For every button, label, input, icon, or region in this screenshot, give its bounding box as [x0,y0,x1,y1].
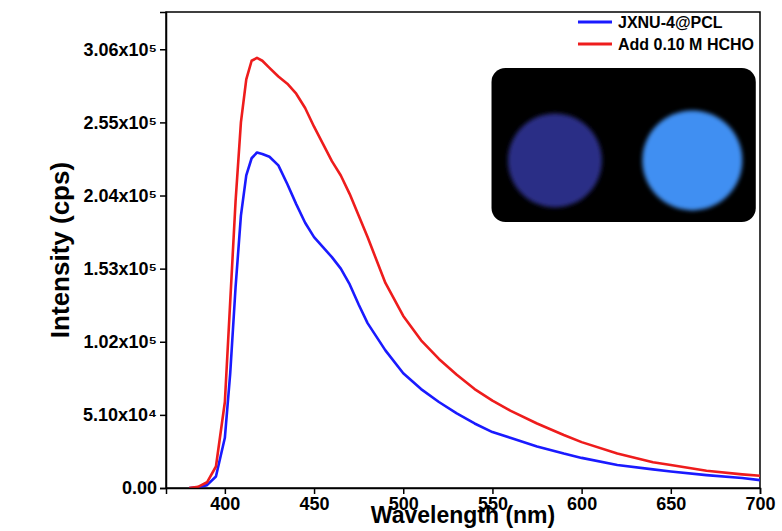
legend-label: JXNU-4@PCL [618,14,723,31]
x-tick: 700 [745,488,775,514]
chart: 4004505005506006507000.005.10x10⁴1.02x10… [0,0,782,531]
y-axis: 0.00 5.10x10⁴ 1.02x10⁵ 1.53x10⁵ 2.04x10⁵ 2.55… [83,13,166,499]
y-tick-label: 0.00 [122,478,157,498]
y-tick-label: 1.02x10⁵ [83,332,157,352]
y-tick-mark [160,195,166,197]
inset-spot [642,110,742,210]
y-tick-mark [160,488,166,490]
y-axis-line [160,13,167,489]
y-tick-mark [160,342,166,344]
y-axis-title: Intensity (cps) [45,162,75,338]
y-tick-label: 3.06x10⁵ [83,40,157,60]
plot-frame [166,12,760,488]
inset-photo [492,68,756,222]
x-tick: 650 [656,488,686,514]
y-tick: 3.06x10⁵ [83,40,166,60]
legend-swatch [578,21,612,24]
y-tick: 2.04x10⁵ [83,186,166,206]
y-tick-label: 2.04x10⁵ [83,186,157,206]
y-tick-label: 5.10x10⁴ [83,405,157,425]
inset-background [492,68,756,222]
x-tick: 400 [210,488,240,514]
x-tick-label: 600 [567,494,597,514]
y-tick-mark [160,415,166,417]
x-tick-label: 400 [210,494,240,514]
y-tick: 5.10x10⁴ [83,405,166,425]
series-line [189,153,760,488]
x-tick-label: 650 [656,494,686,514]
legend: JXNU-4@PCL Add 0.10 M HCHO [578,14,754,53]
x-tick: 600 [567,488,597,514]
inset-spot [508,113,602,207]
y-tick: 2.55x10⁵ [83,113,166,133]
x-tick-label: 700 [745,494,775,514]
y-tick-mark [160,49,166,51]
y-tick-mark [160,122,166,124]
y-tick: 0.00 [122,478,166,498]
plot: 4004505005506006507000.005.10x10⁴1.02x10… [83,12,775,514]
legend-swatch [578,43,612,46]
y-tick: 1.53x10⁵ [83,259,166,279]
series-line [189,58,760,488]
series-lines [189,58,760,488]
x-axis-title: Wavelength (nm) [371,502,555,528]
y-tick-label: 2.55x10⁵ [83,113,157,133]
x-tick-label: 450 [300,494,330,514]
y-tick-label: 1.53x10⁵ [83,259,157,279]
y-tick: 1.02x10⁵ [83,332,166,352]
y-tick-mark [160,268,166,270]
x-tick: 450 [300,488,330,514]
legend-label: Add 0.10 M HCHO [618,36,754,53]
